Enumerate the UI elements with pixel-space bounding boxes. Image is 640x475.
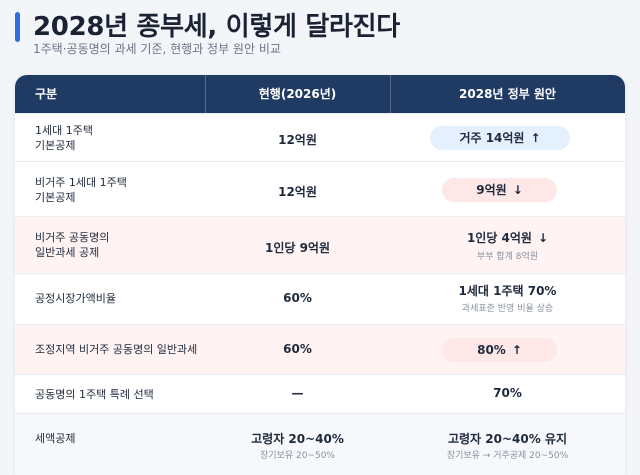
proposal-value: 1인당 4억원 [466, 231, 532, 245]
table-row: 비거주 공동명의 일반과세 공제 1인당 9억원 1인당 4억원 ↓ 부부 합계 … [15, 216, 625, 274]
row-label-line: 조정지역 비거주 공동명의 일반과세 [35, 343, 198, 356]
comparison-table: 구분 현행(2026년) 2028년 정부 원안 1세대 1주택 기본공제 12… [15, 75, 625, 475]
current-value: 12억원 [278, 185, 317, 199]
arrow-up-icon: ↑ [511, 343, 522, 357]
row-label-line: 기본공제 [35, 191, 76, 204]
row-label: 1세대 1주택 기본공제 [35, 123, 93, 153]
column-header-proposal: 2028년 정부 원안 [459, 87, 556, 101]
table-row: 세액공제 고령자 20~40% 장기보유 20~50% 고령자 20~40% 유… [15, 413, 625, 475]
page-title: 2028년 종부세, 이렇게 달라진다 [33, 12, 400, 42]
table-row: 1세대 1주택 기본공제 12억원 거주 14억원 ↑ [15, 113, 625, 162]
proposal-value: 1세대 1주택 70% [458, 284, 557, 298]
proposal-badge: 80% ↑ [442, 338, 557, 362]
current-value: 12억원 [278, 133, 317, 147]
proposal-value: 80% [477, 343, 506, 357]
table-header: 구분 현행(2026년) 2028년 정부 원안 [15, 75, 625, 113]
proposal-badge: 거주 14억원 ↑ [430, 126, 570, 150]
proposal-value: 9억원 [476, 183, 507, 197]
row-label: 비거주 공동명의 일반과세 공제 [35, 230, 109, 260]
row-label-line: 기본공제 [35, 139, 76, 152]
row-label-line: 공동명의 1주택 특례 선택 [35, 388, 154, 401]
row-label-line: 비거주 공동명의 [35, 231, 110, 244]
header-divider [205, 75, 206, 113]
current-value: 60% [283, 342, 312, 356]
page-subtitle: 1주택·공동명의 과세 기준, 현행과 정부 원안 비교 [33, 42, 281, 56]
row-label: 조정지역 비거주 공동명의 일반과세 [35, 342, 197, 357]
column-header-current: 현행(2026년) [258, 87, 337, 101]
row-label: 비거주 1세대 1주택 기본공제 [35, 175, 127, 205]
arrow-up-icon: ↑ [530, 131, 541, 145]
row-label: 세액공제 [35, 431, 75, 446]
proposal-value: 70% [493, 386, 522, 400]
table-row: 공정시장가액비율 60% 1세대 1주택 70% 과세표준 반영 비율 상승 [15, 273, 625, 325]
row-label-line: 공정시장가액비율 [35, 292, 116, 305]
proposal-note: 부부 합계 8억원 [476, 252, 539, 262]
current-value: 고령자 20~40% [251, 432, 344, 446]
current-note: 장기보유 20~50% [260, 451, 335, 461]
row-label-line: 비거주 1세대 1주택 [35, 176, 127, 189]
header-divider [390, 75, 391, 113]
title-accent-bar [15, 12, 20, 42]
proposal-badge: 9억원 ↓ [442, 178, 557, 202]
table-row: 공동명의 1주택 특례 선택 — 70% [15, 374, 625, 414]
arrow-down-icon: ↓ [537, 231, 549, 245]
page-header: 2028년 종부세, 이렇게 달라진다 1주택·공동명의 과세 기준, 현행과 … [0, 0, 640, 64]
proposal-note: 과세표준 반영 비율 상승 [461, 304, 554, 314]
row-label-line: 세액공제 [35, 432, 76, 445]
proposal-value: 거주 14억원 [459, 131, 525, 145]
table-row: 조정지역 비거주 공동명의 일반과세 60% 80% ↑ [15, 324, 625, 375]
row-label-line: 일반과세 공제 [35, 246, 100, 259]
row-label: 공동명의 1주택 특례 선택 [35, 387, 154, 402]
current-value: 1인당 9억원 [264, 241, 331, 255]
current-value: 60% [283, 291, 312, 305]
row-label-line: 1세대 1주택 [35, 124, 93, 137]
proposal-value-wrap: 1인당 4억원 ↓ [390, 229, 625, 246]
column-header-category: 구분 [35, 87, 58, 101]
arrow-down-icon: ↓ [512, 183, 523, 197]
row-label: 공정시장가액비율 [35, 291, 116, 306]
proposal-value: 고령자 20~40% 유지 [447, 432, 568, 446]
table-row: 비거주 1세대 1주택 기본공제 12억원 9억원 ↓ [15, 161, 625, 217]
current-value: — [291, 386, 304, 400]
proposal-note: 장기보유 → 거주공제 20~50% [446, 451, 569, 461]
